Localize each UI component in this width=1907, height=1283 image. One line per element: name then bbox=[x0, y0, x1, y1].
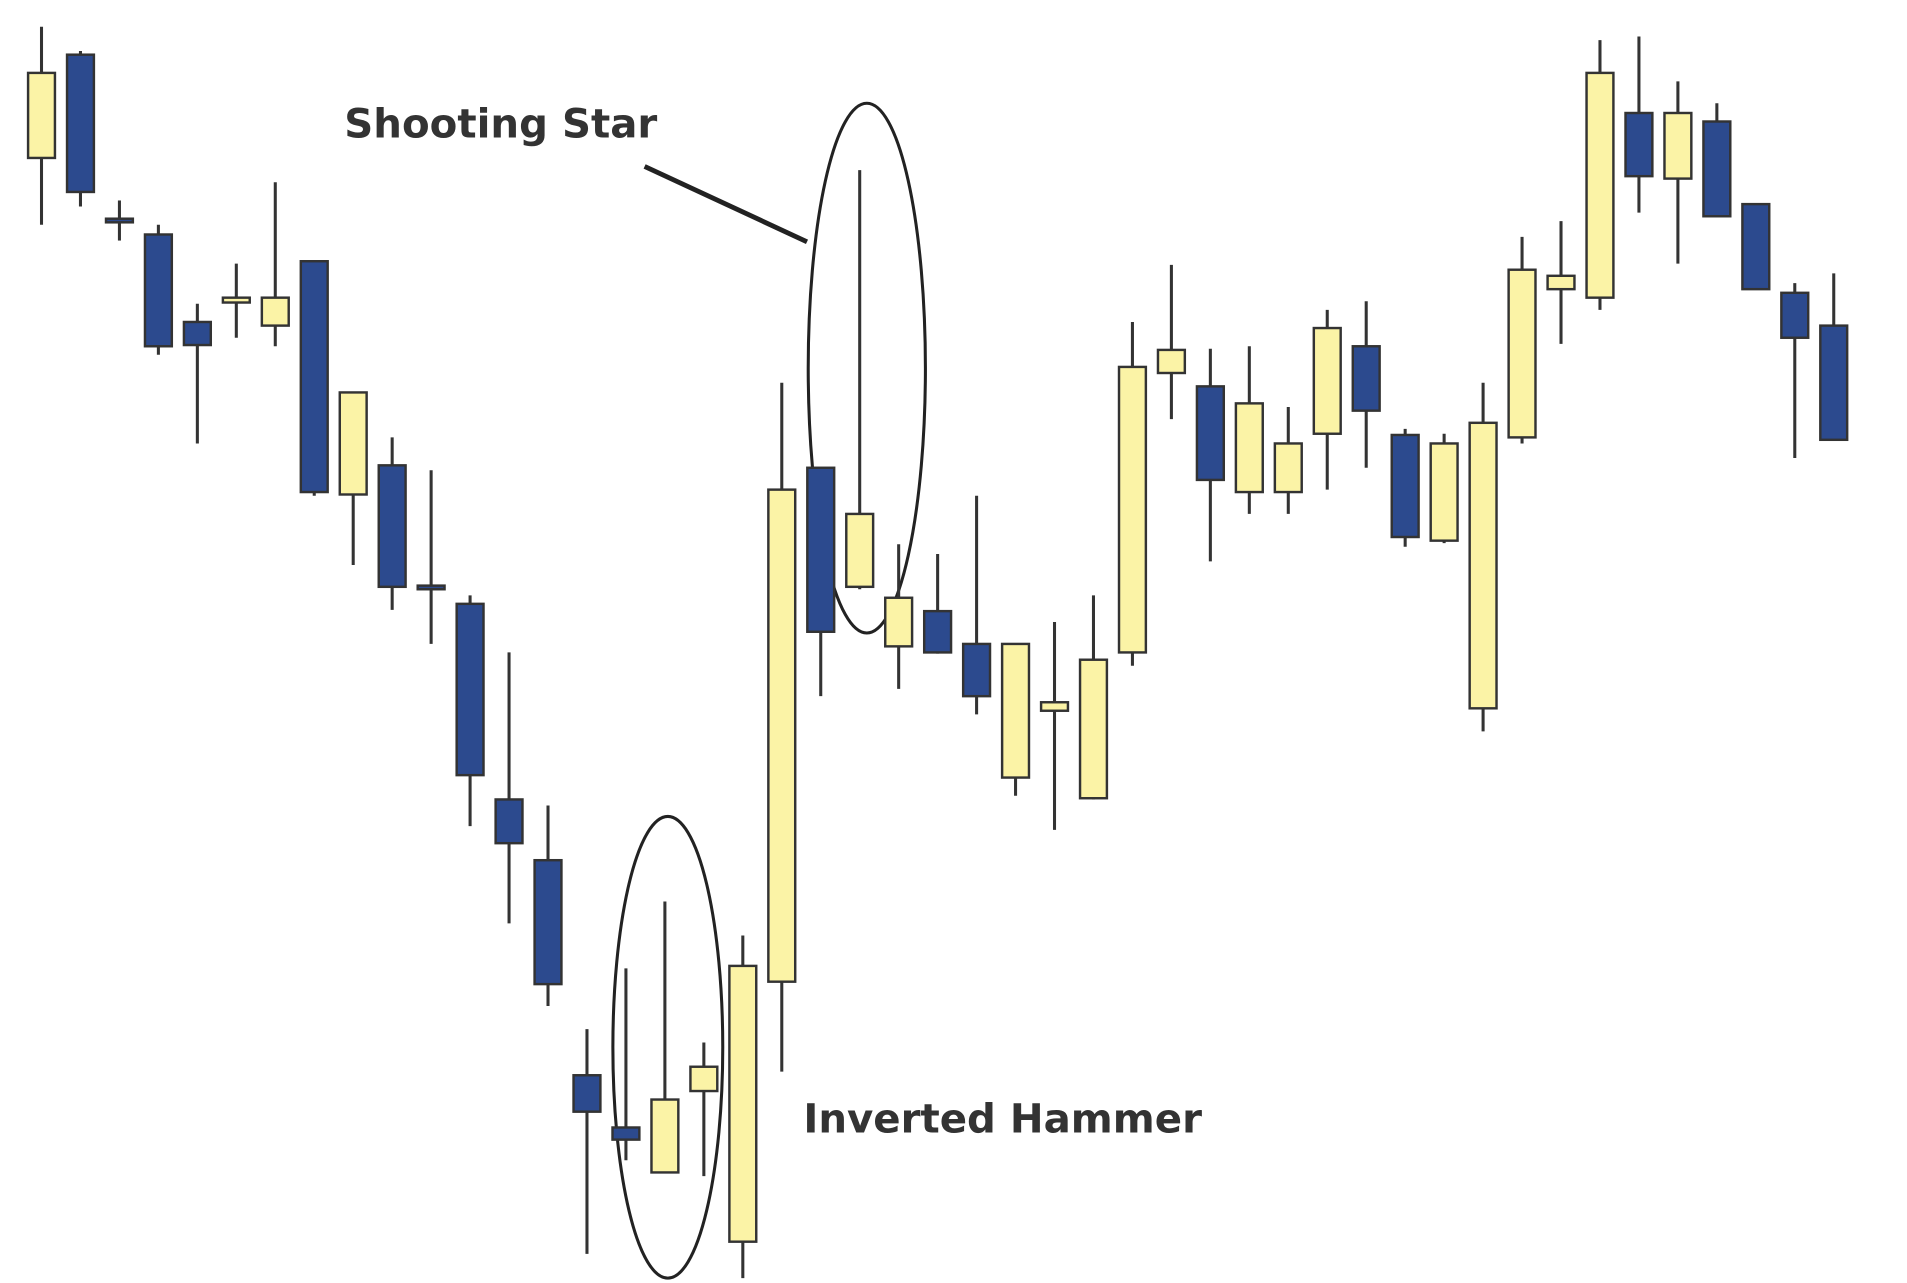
candle-body bbox=[1585, 71, 1615, 299]
candle-body bbox=[650, 1098, 680, 1174]
candle-body bbox=[1351, 345, 1381, 412]
annotation: Shooting Star bbox=[344, 101, 657, 147]
candle-body bbox=[65, 53, 96, 194]
candle-body bbox=[1468, 421, 1498, 710]
candle-body bbox=[1702, 120, 1732, 218]
candle-body bbox=[845, 512, 875, 589]
candle-body bbox=[377, 464, 407, 589]
candle-body bbox=[728, 964, 758, 1243]
candle-body bbox=[104, 217, 135, 224]
candle-body bbox=[299, 260, 329, 494]
candle-body bbox=[494, 798, 524, 845]
candle-body bbox=[1429, 442, 1459, 542]
candle-body bbox=[1819, 324, 1849, 442]
candle-body bbox=[1195, 385, 1226, 482]
candle-body bbox=[922, 609, 953, 654]
candle-body bbox=[455, 602, 485, 777]
candle-body bbox=[260, 296, 290, 327]
candle-body bbox=[1000, 642, 1031, 779]
candle-body bbox=[1117, 365, 1148, 654]
candle-body bbox=[1078, 658, 1109, 800]
candle-body bbox=[1234, 402, 1264, 494]
candle-body bbox=[884, 596, 914, 648]
candle-body bbox=[572, 1074, 602, 1113]
candle-body bbox=[1390, 433, 1420, 539]
annotation: Inverted Hammer bbox=[803, 1096, 1202, 1142]
annotation-ellipse bbox=[806, 101, 927, 635]
candle-body bbox=[1273, 442, 1303, 494]
candles bbox=[26, 26, 1849, 1279]
candle-body bbox=[806, 466, 836, 633]
candle-body bbox=[1546, 274, 1576, 291]
candle-body bbox=[689, 1065, 719, 1093]
candle-body bbox=[338, 391, 368, 496]
candle-body bbox=[182, 320, 213, 347]
candle-body bbox=[1039, 701, 1070, 712]
candle-body bbox=[143, 233, 174, 348]
candle-body bbox=[221, 296, 251, 304]
candle-body bbox=[1312, 326, 1342, 435]
candle-body bbox=[1156, 348, 1187, 375]
candle-body bbox=[1741, 202, 1771, 291]
candle-body bbox=[767, 488, 797, 983]
candle-body bbox=[533, 858, 563, 986]
annotation-pointer bbox=[643, 164, 809, 244]
candle-body bbox=[1507, 268, 1537, 439]
candle-body bbox=[1780, 291, 1810, 339]
candle-body bbox=[416, 584, 446, 591]
annotation-ellipse bbox=[611, 814, 725, 1280]
candle-body bbox=[1663, 111, 1693, 180]
candle-body bbox=[1624, 111, 1654, 178]
candle-body bbox=[961, 642, 992, 698]
candle-body bbox=[611, 1126, 641, 1141]
candle-body bbox=[26, 71, 57, 160]
